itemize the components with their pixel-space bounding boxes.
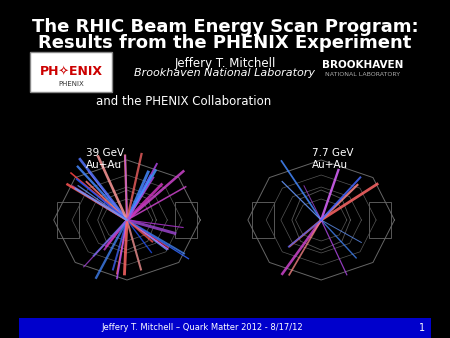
Text: Jeffery T. Mitchell – Quark Matter 2012 - 8/17/12: Jeffery T. Mitchell – Quark Matter 2012 … — [101, 323, 303, 333]
Text: NATIONAL LABORATORY: NATIONAL LABORATORY — [325, 72, 400, 77]
Text: and the PHENIX Collaboration: and the PHENIX Collaboration — [96, 95, 271, 108]
Text: 1: 1 — [419, 323, 425, 333]
Text: 39 GeV
Au+Au: 39 GeV Au+Au — [86, 148, 124, 170]
FancyBboxPatch shape — [30, 52, 112, 92]
Text: Results from the PHENIX Experiment: Results from the PHENIX Experiment — [38, 34, 412, 52]
Text: Brookhaven National Laboratory: Brookhaven National Laboratory — [135, 68, 315, 78]
Text: 7.7 GeV
Au+Au: 7.7 GeV Au+Au — [312, 148, 354, 170]
Text: PH✧ENIX: PH✧ENIX — [40, 66, 103, 78]
Text: The RHIC Beam Energy Scan Program:: The RHIC Beam Energy Scan Program: — [32, 18, 419, 36]
Text: PHENIX: PHENIX — [58, 81, 84, 87]
Text: BROOKHAVEN: BROOKHAVEN — [322, 60, 403, 70]
FancyBboxPatch shape — [19, 318, 431, 338]
Text: Jeffery T. Mitchell: Jeffery T. Mitchell — [174, 57, 276, 70]
